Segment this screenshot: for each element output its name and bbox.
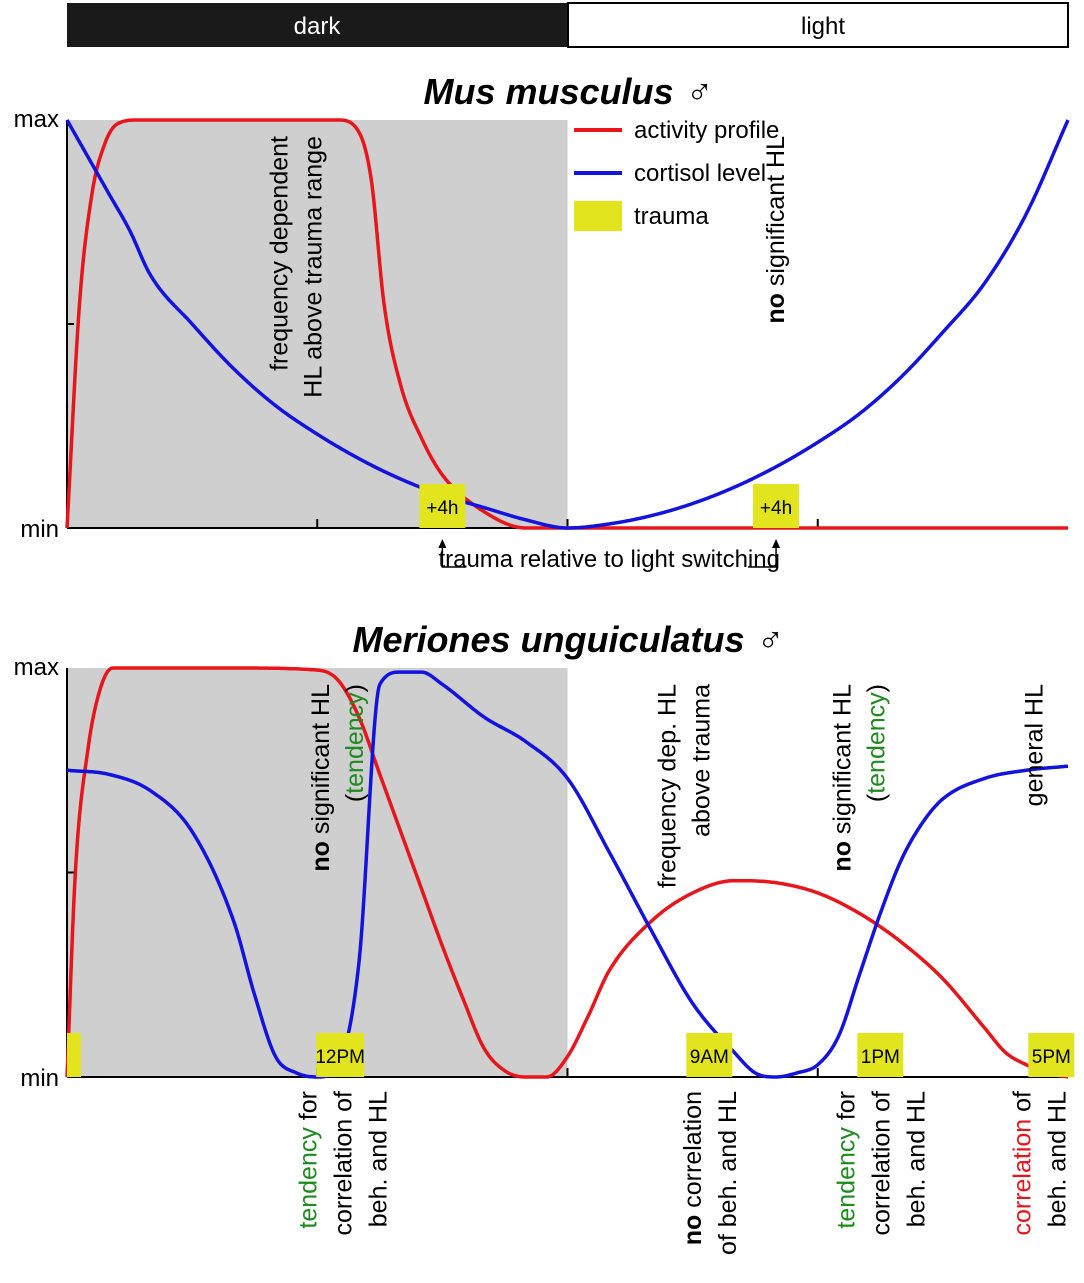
trauma-marker: [419, 484, 466, 528]
annotation-g_nosig1-run-1: significant HL: [307, 684, 335, 841]
bottom-label-b1-run-1: for: [294, 1091, 322, 1127]
trauma-marker: [686, 1033, 733, 1077]
chart-meriones-unguiculatus: Meriones unguiculatus ♂ min max 12PM 9AM 1PM…: [14, 619, 1075, 1255]
annotation-g_general-run-0: general HL: [1021, 684, 1049, 806]
dark-phase-bar: [67, 3, 568, 47]
legend-swatch-2: [574, 201, 622, 231]
trauma-marker: [857, 1033, 904, 1077]
trauma-label: 12PM: [315, 1047, 365, 1068]
trauma-label: +4h: [760, 498, 792, 519]
bottom-label-b4: correlation of: [1008, 1091, 1036, 1236]
annotation-g_nosig1-run-2: ): [341, 684, 369, 692]
bottom-label-b2-run-0: no: [679, 1215, 707, 1246]
bottom-label-b1: correlation of: [329, 1091, 357, 1236]
bottom-label-b2-run-1: correlation: [679, 1091, 707, 1215]
legend-label-1: cortisol level: [634, 160, 766, 187]
bottom-label-b4-run-1: of: [1008, 1091, 1036, 1119]
annotation-g_general: general HL: [1021, 684, 1049, 806]
light-phase-bar: [567, 2, 1069, 48]
annotation-g_nosig1-run-1: tendency: [341, 692, 369, 794]
y-tick-label-min: min: [20, 516, 59, 543]
annotation-g_nosig1-run-0: no: [307, 841, 335, 872]
annotation-g_freqdep: frequency dep. HL: [653, 684, 681, 888]
trauma-marker: [67, 1033, 81, 1077]
annotation-g_freqdep: above trauma: [687, 684, 715, 837]
dark-label: dark: [294, 13, 342, 40]
chart-title: Meriones unguiculatus ♂: [352, 619, 781, 660]
annotation-m_freq-run-0: frequency dependent: [265, 136, 293, 371]
bottom-label-b3: correlation of: [867, 1091, 895, 1236]
annotation-g_nosig1: no significant HL: [307, 684, 335, 872]
trauma-label: 1PM: [861, 1047, 900, 1068]
activity-profile-line: [65, 666, 1069, 1079]
bottom-label-b2: no correlation: [679, 1091, 707, 1245]
bracket-arrow-right: [772, 539, 781, 548]
bottom-label-b3-run-0: correlation of: [867, 1091, 895, 1236]
dark-phase-shading: [67, 668, 568, 1077]
annotation-g_freqdep-run-0: frequency dep. HL: [653, 684, 681, 888]
legend-label-2: trauma: [634, 203, 709, 230]
bottom-label-b2: of beh. and HL: [714, 1091, 742, 1255]
y-tick-label-max: max: [14, 654, 59, 681]
annotation-m_freq-run-0: HL above trauma range: [299, 136, 327, 398]
light-dark-bar: dark light: [67, 2, 1069, 48]
trauma-marker: [1028, 1033, 1075, 1077]
bottom-label-b1: beh. and HL: [364, 1091, 392, 1227]
annotation-g_freqdep-run-0: above trauma: [687, 684, 715, 837]
bottom-label-b2-run-0: of beh. and HL: [714, 1091, 742, 1255]
annotation-m_nosig: no significant HL: [762, 136, 790, 324]
trauma-label: +4h: [426, 498, 458, 519]
annotation-g_nosig2-run-1: significant HL: [828, 684, 856, 841]
annotation-g_nosig2-run-2: ): [862, 684, 890, 692]
bracket-left: [441, 543, 467, 568]
bottom-label-b1-run-0: correlation of: [329, 1091, 357, 1236]
bottom-label-b1: tendency for: [294, 1091, 322, 1229]
trauma-marker: [316, 1033, 365, 1077]
trauma-label: 9AM: [690, 1047, 729, 1068]
y-tick-label-min: min: [20, 1065, 59, 1092]
bracket-label: trauma relative to light switching: [438, 546, 779, 573]
trauma-label: 5PM: [1032, 1047, 1071, 1068]
annotation-g_nosig1-run-0: (: [341, 793, 369, 802]
chart-mus-musculus: Mus musculus ♂ min max +4h +4h frequency dep…: [14, 71, 1070, 573]
bottom-label-b4-run-0: correlation: [1008, 1119, 1036, 1236]
cortisol-level-line: [66, 670, 1069, 1079]
bottom-label-b3: tendency for: [832, 1091, 860, 1229]
annotation-g_nosig2-run-0: (: [862, 793, 890, 802]
bottom-label-b3-run-0: tendency: [832, 1127, 860, 1229]
annotation-m_freq: frequency dependent: [265, 136, 293, 371]
annotation-g_nosig2-run-1: tendency: [862, 692, 890, 794]
cortisol-level-line: [65, 119, 1070, 530]
bottom-label-b3-run-1: for: [832, 1091, 860, 1127]
annotation-m_freq: HL above trauma range: [299, 136, 327, 398]
bottom-label-b4-run-0: beh. and HL: [1043, 1091, 1071, 1227]
bracket-arrow-left: [438, 539, 447, 548]
annotation-g_nosig1: (tendency): [341, 684, 369, 802]
bottom-label-b3-run-0: beh. and HL: [902, 1091, 930, 1227]
light-label: light: [801, 13, 845, 40]
y-tick-label-max: max: [14, 106, 59, 133]
trauma-marker: [753, 484, 800, 528]
bottom-label-b4: beh. and HL: [1043, 1091, 1071, 1227]
bottom-label-b1-run-0: beh. and HL: [364, 1091, 392, 1227]
annotation-g_nosig2-run-0: no: [828, 841, 856, 872]
bottom-label-b1-run-0: tendency: [294, 1127, 322, 1229]
annotation-m_nosig-run-1: significant HL: [762, 136, 790, 293]
annotation-m_nosig-run-0: no: [762, 293, 790, 324]
annotation-g_nosig2: no significant HL: [828, 684, 856, 872]
dark-phase-shading: [67, 120, 568, 528]
bottom-label-b3: beh. and HL: [902, 1091, 930, 1227]
chart-title: Mus musculus ♂: [423, 71, 710, 112]
legend-label-0: activity profile: [634, 117, 779, 144]
annotation-g_nosig2: (tendency): [862, 684, 890, 802]
bracket-right: [748, 543, 777, 568]
